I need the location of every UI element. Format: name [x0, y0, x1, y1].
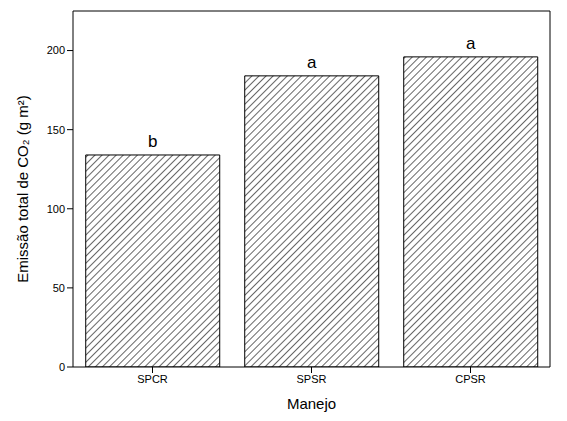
svg-text:Manejo: Manejo [287, 395, 336, 412]
svg-text:a: a [466, 34, 476, 53]
svg-text:50: 50 [53, 282, 65, 294]
svg-text:SPSR: SPSR [297, 373, 327, 385]
svg-text:200: 200 [47, 44, 65, 56]
svg-text:0: 0 [59, 361, 65, 373]
svg-text:100: 100 [47, 203, 65, 215]
svg-text:b: b [148, 132, 157, 151]
svg-text:a: a [307, 53, 317, 72]
svg-text:CPSR: CPSR [455, 373, 486, 385]
svg-text:SPCR: SPCR [137, 373, 168, 385]
svg-text:150: 150 [47, 124, 65, 136]
svg-text:Emissão total de CO₂ (g m²): Emissão total de CO₂ (g m²) [14, 95, 31, 283]
